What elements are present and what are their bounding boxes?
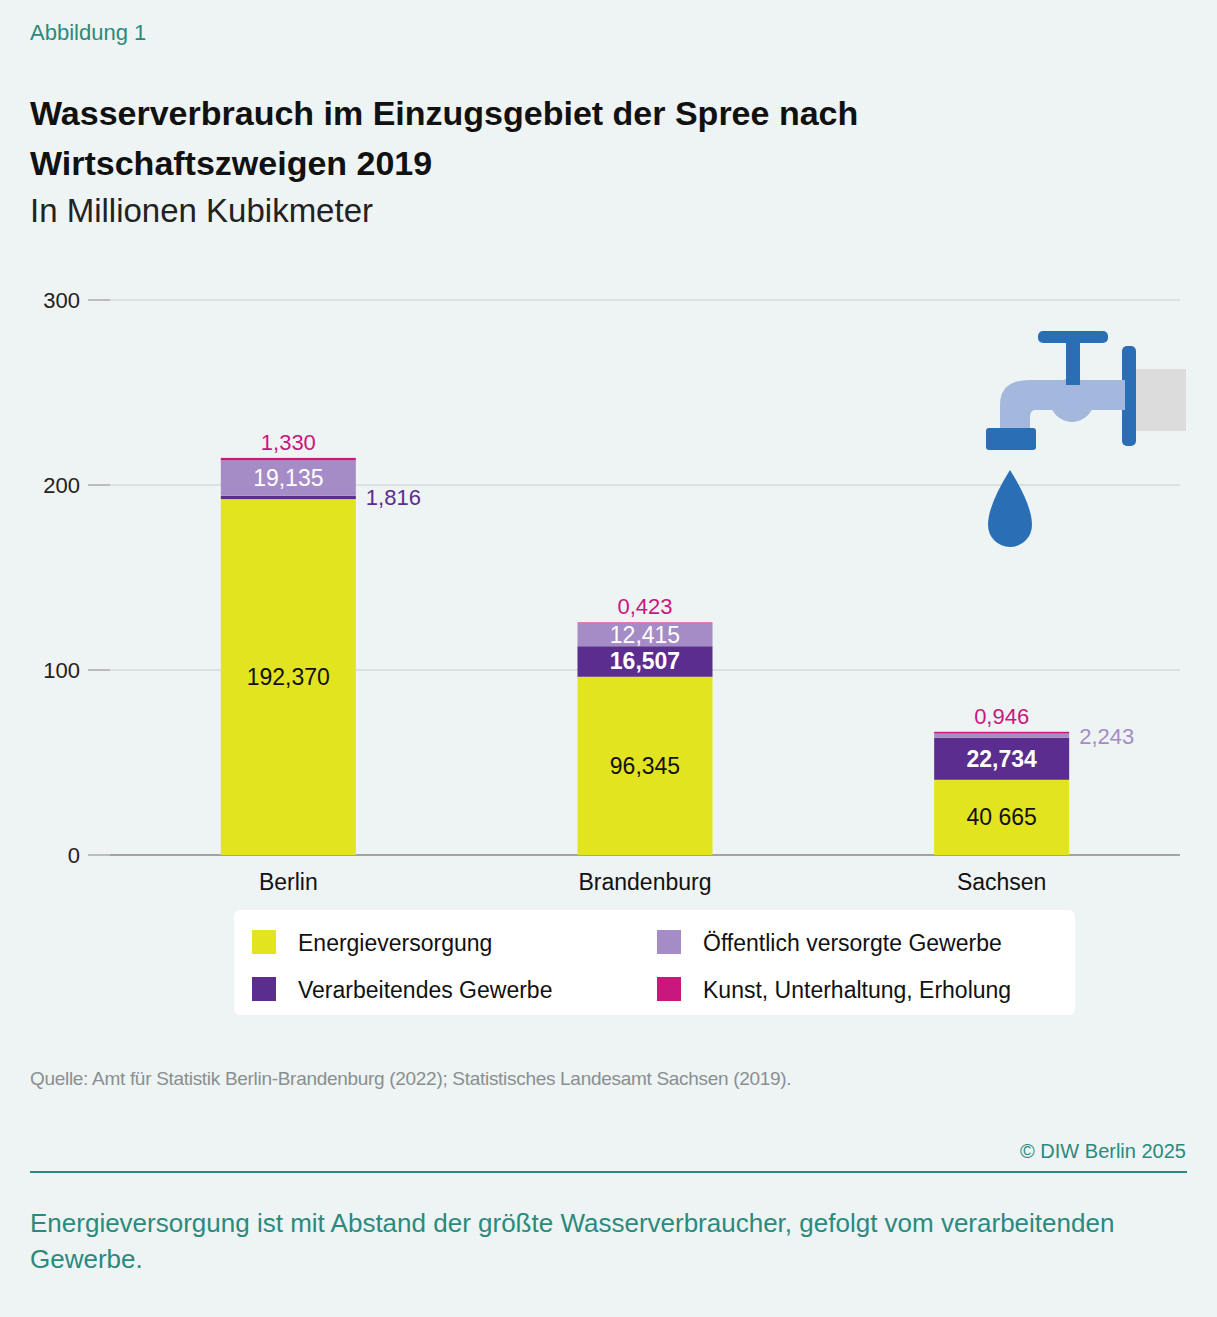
tick [88,485,110,486]
category-label: Brandenburg [579,869,712,895]
icon-part [1130,369,1186,431]
data-label: 16,507 [610,648,680,674]
bar-segment [578,646,713,677]
legend-label: Öffentlich versorgte Gewerbe [703,930,1002,956]
data-label: 12,415 [610,622,680,648]
tick [88,670,110,671]
legend-swatch [657,977,681,1001]
labels: 192,370 1,816 19,135 1,330 96,345 16,50712,41… [247,430,1134,830]
faucet-icon [986,331,1186,547]
bar-segment [221,496,356,499]
legend-label: Kunst, Unterhaltung, Erholung [703,977,1011,1003]
bar-segment [221,460,356,495]
legend-swatch [252,977,276,1001]
bar-segment [221,458,356,460]
data-label: 22,734 [966,746,1037,772]
bar-segment [934,738,1069,780]
grid-line [110,300,1180,301]
tick-label: 300 [43,288,80,313]
icon-part [1038,331,1108,343]
tick-label: 100 [43,658,80,683]
data-label: 0,423 [617,594,672,619]
legend: Energieversorgung Öffentlich versorgte Ge… [234,910,1075,1015]
data-label: 2,243 [1079,724,1134,749]
data-label: 1,330 [261,430,316,455]
subtitle: In Millionen Kubikmeter [30,192,373,230]
bars [221,458,1069,855]
category-label: Sachsen [957,869,1047,895]
legend-label: Energieversorgung [298,930,492,956]
copyright: © DIW Berlin 2025 [1020,1140,1186,1163]
divider [30,1171,1187,1173]
data-label: 0,946 [974,704,1029,729]
bar-segment [934,732,1069,734]
bar-segment [934,780,1069,855]
data-label: 19,135 [253,465,323,491]
tick [88,300,110,301]
tick-label: 0 [68,843,80,868]
icon-part [988,470,1032,547]
legend-box [234,910,1075,1015]
tick-label: 200 [43,473,80,498]
chart: 0100200300192,3701,81619,1351,33096,3451… [0,0,1217,1317]
bar-segment [221,499,356,855]
tick [88,855,110,856]
data-label: 1,816 [366,485,421,510]
source: Quelle: Amt für Statistik Berlin-Branden… [30,1068,791,1090]
legend-label: Verarbeitendes Gewerbe [298,977,552,1003]
title: Wasserverbrauch im Einzugsgebiet der Spr… [30,88,1030,188]
icon-part [1066,340,1080,385]
category-label: Berlin [259,869,318,895]
legend-swatch [252,930,276,954]
legend-swatch [657,930,681,954]
data-label: 96,345 [610,753,680,779]
data-label: 192,370 [247,664,330,690]
caption: Energieversorgung ist mit Abstand der gr… [30,1205,1150,1277]
icon-part [986,428,1036,450]
figure-label: Abbildung 1 [30,20,146,46]
data-label: 40 665 [966,804,1036,830]
bar-segment [934,734,1069,738]
bar-segment [578,677,713,855]
